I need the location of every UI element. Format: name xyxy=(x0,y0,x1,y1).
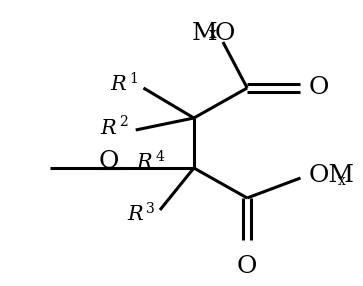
Text: M: M xyxy=(192,22,217,45)
Text: R: R xyxy=(136,154,152,172)
Text: 2: 2 xyxy=(119,115,128,129)
Text: O: O xyxy=(237,255,257,278)
Text: O: O xyxy=(308,76,329,100)
Text: 1: 1 xyxy=(129,72,138,86)
Text: OM: OM xyxy=(308,164,354,186)
Text: O: O xyxy=(98,150,119,174)
Text: R: R xyxy=(110,76,126,94)
Text: R: R xyxy=(101,118,116,138)
Text: 3: 3 xyxy=(146,202,155,216)
Text: x: x xyxy=(208,27,216,41)
Text: O: O xyxy=(214,22,234,45)
Text: 4: 4 xyxy=(155,150,164,164)
Text: R: R xyxy=(128,206,143,225)
Text: x: x xyxy=(337,174,345,188)
